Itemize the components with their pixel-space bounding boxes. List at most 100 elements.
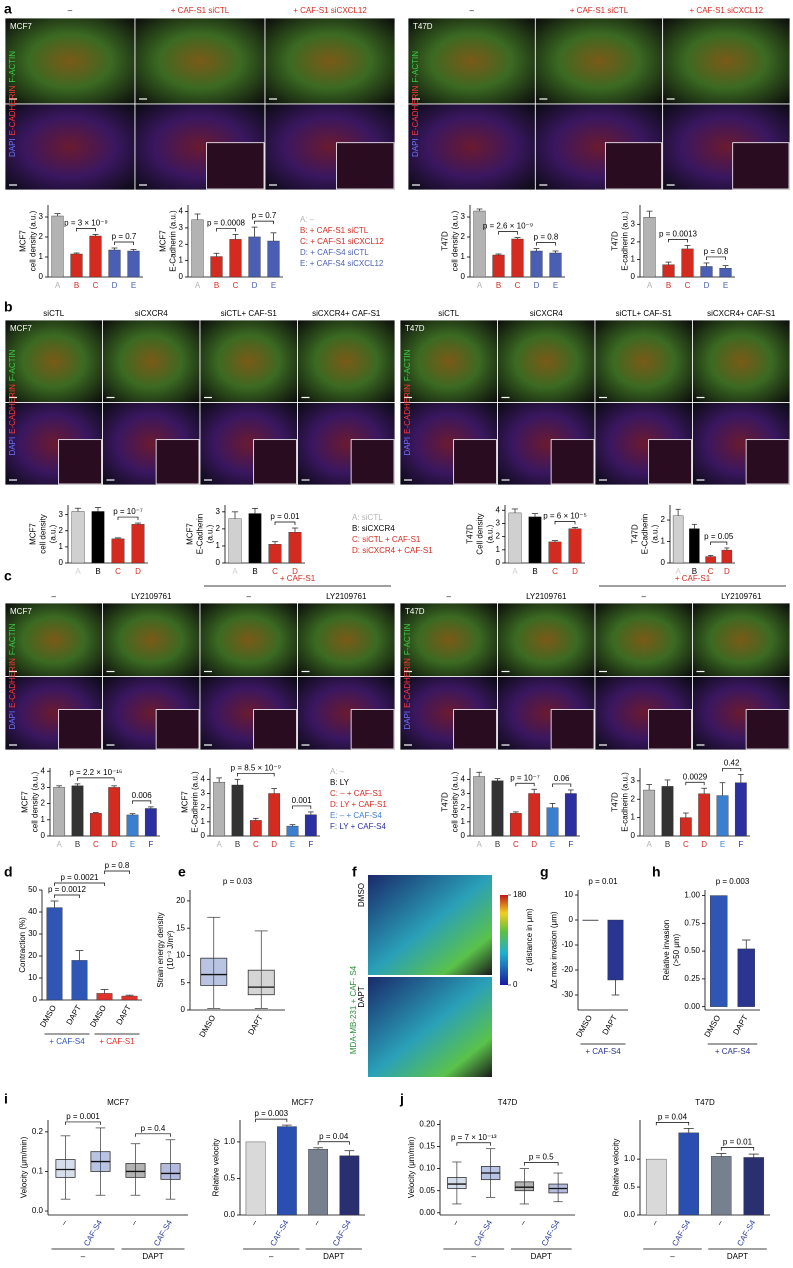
bar bbox=[108, 787, 121, 837]
y-tick-label: 0.05 bbox=[419, 1186, 435, 1195]
micrograph bbox=[662, 17, 791, 105]
micrograph bbox=[4, 602, 103, 677]
x-tick-label: – bbox=[650, 1218, 660, 1227]
legend-entry: B: + CAF-S1 siCTL bbox=[300, 226, 369, 235]
colorbar-label: z (distance in μm) bbox=[525, 908, 534, 972]
micrograph bbox=[199, 602, 298, 677]
y-tick-label: 3 bbox=[39, 212, 44, 221]
significance-bracket bbox=[104, 870, 130, 874]
bar bbox=[111, 538, 125, 564]
inset bbox=[745, 439, 790, 485]
y-axis-label: MCF7 bbox=[21, 791, 30, 813]
y-tick-label: 1 bbox=[631, 813, 636, 822]
y-tick-label: 2 bbox=[631, 237, 636, 246]
y-tick-label: 0 bbox=[59, 558, 64, 567]
x-tick-label: D bbox=[534, 281, 540, 290]
y-axis-label: Δz max invasion (μm) bbox=[550, 911, 559, 988]
legend-entry: C: – + CAF-S1 bbox=[330, 789, 383, 798]
p-value: 0.006 bbox=[132, 791, 153, 800]
x-tick-label: E bbox=[131, 281, 136, 290]
bar bbox=[698, 793, 711, 837]
panel-label: h bbox=[652, 864, 661, 880]
y-tick-label: 0 bbox=[33, 995, 38, 1004]
column-header: siCXCR4 bbox=[135, 309, 168, 318]
micrograph bbox=[102, 602, 201, 677]
x-tick-label: A bbox=[647, 281, 653, 290]
panel-label: i bbox=[4, 1091, 8, 1107]
y-tick-label: 0 bbox=[631, 831, 636, 840]
legend-entry: D: + CAF-S4 siCTL bbox=[300, 248, 369, 257]
x-tick-label: C bbox=[708, 567, 714, 576]
bar bbox=[91, 511, 105, 564]
bar bbox=[268, 793, 281, 837]
y-tick-label: 15 bbox=[176, 923, 185, 932]
bar bbox=[564, 793, 577, 837]
box bbox=[447, 1177, 467, 1189]
x-tick-label: DAPT bbox=[115, 1003, 134, 1026]
panel-label: e bbox=[178, 864, 186, 880]
micrograph bbox=[134, 17, 266, 105]
y-tick-label: 2 bbox=[461, 803, 466, 812]
panel-label: d bbox=[4, 864, 13, 880]
panel-label: f bbox=[352, 864, 357, 880]
bar bbox=[249, 820, 262, 837]
bar bbox=[191, 219, 204, 278]
group-label: + CAF-S4 bbox=[585, 1047, 621, 1056]
y-tick-label: 3 bbox=[201, 789, 206, 798]
p-value: p = 0.01 bbox=[270, 512, 300, 521]
legend-entry: B: LY bbox=[330, 778, 350, 787]
stain-name: E-CADHERIN bbox=[403, 658, 412, 708]
legend-entry: E: + CAF-S4 siCXCL12 bbox=[300, 259, 384, 268]
legend-entry: D: LY + CAF-S1 bbox=[330, 800, 387, 809]
x-tick-label: E bbox=[130, 840, 135, 849]
significance-bracket bbox=[655, 1122, 690, 1126]
p-value: p = 0.7 bbox=[112, 232, 137, 241]
p-value: p = 0.8 bbox=[105, 861, 130, 870]
y-tick-label: 30 bbox=[28, 929, 37, 938]
x-tick-label: F bbox=[308, 840, 313, 849]
y-tick-label: 3 bbox=[496, 519, 501, 528]
x-tick-label: CAF-S4 bbox=[331, 1218, 353, 1248]
bar bbox=[121, 995, 138, 1001]
significance-bracket bbox=[274, 521, 296, 526]
x-tick-label: CAF-S4 bbox=[472, 1218, 494, 1248]
bar bbox=[228, 518, 242, 564]
y-axis-label: Strain energy density bbox=[156, 912, 165, 987]
x-tick-label: E bbox=[271, 281, 276, 290]
bar bbox=[213, 781, 226, 837]
y-tick-label: 1 bbox=[461, 817, 466, 826]
significance-bracket bbox=[456, 1142, 491, 1146]
x-tick-label: DAPT bbox=[65, 1003, 84, 1026]
surface-render bbox=[368, 875, 492, 975]
bar bbox=[661, 786, 674, 837]
significance-bracket bbox=[536, 242, 556, 246]
inset bbox=[206, 142, 265, 190]
column-header: – bbox=[642, 592, 647, 601]
inset bbox=[253, 709, 297, 750]
y-tick-label: 4 bbox=[461, 774, 466, 783]
significance-bracket bbox=[77, 777, 115, 781]
x-tick-label: – bbox=[129, 1218, 139, 1227]
stain-name: F-ACTIN bbox=[8, 623, 17, 655]
bar bbox=[582, 919, 599, 921]
panel-label: g bbox=[540, 864, 549, 880]
y-axis-label: (a.u.) bbox=[651, 524, 660, 543]
x-tick-label: C bbox=[513, 840, 519, 849]
x-tick-label: CAF-S4 bbox=[82, 1218, 104, 1248]
p-value: p = 0.0021 bbox=[60, 873, 99, 882]
chart-title: MCF7 bbox=[107, 1098, 129, 1107]
stain-name: F-ACTIN bbox=[8, 51, 17, 83]
y-tick-label: 0.25 bbox=[684, 974, 700, 983]
stain-name: E-CADHERIN bbox=[403, 384, 412, 434]
x-tick-label: DAPT bbox=[601, 1013, 620, 1036]
y-axis-label: Cell density bbox=[476, 513, 485, 554]
significance-bracket bbox=[552, 783, 572, 787]
y-tick-label: 0.0 bbox=[224, 1210, 236, 1219]
p-value: p = 0.8 bbox=[534, 233, 559, 242]
bar bbox=[645, 1158, 667, 1216]
x-tick-label: F bbox=[148, 840, 153, 849]
y-axis-label: (>50 μm) bbox=[672, 933, 681, 966]
legend-entry: A: – bbox=[300, 215, 315, 224]
group-label: – bbox=[472, 1252, 477, 1261]
y-tick-label: 0 bbox=[631, 272, 636, 281]
